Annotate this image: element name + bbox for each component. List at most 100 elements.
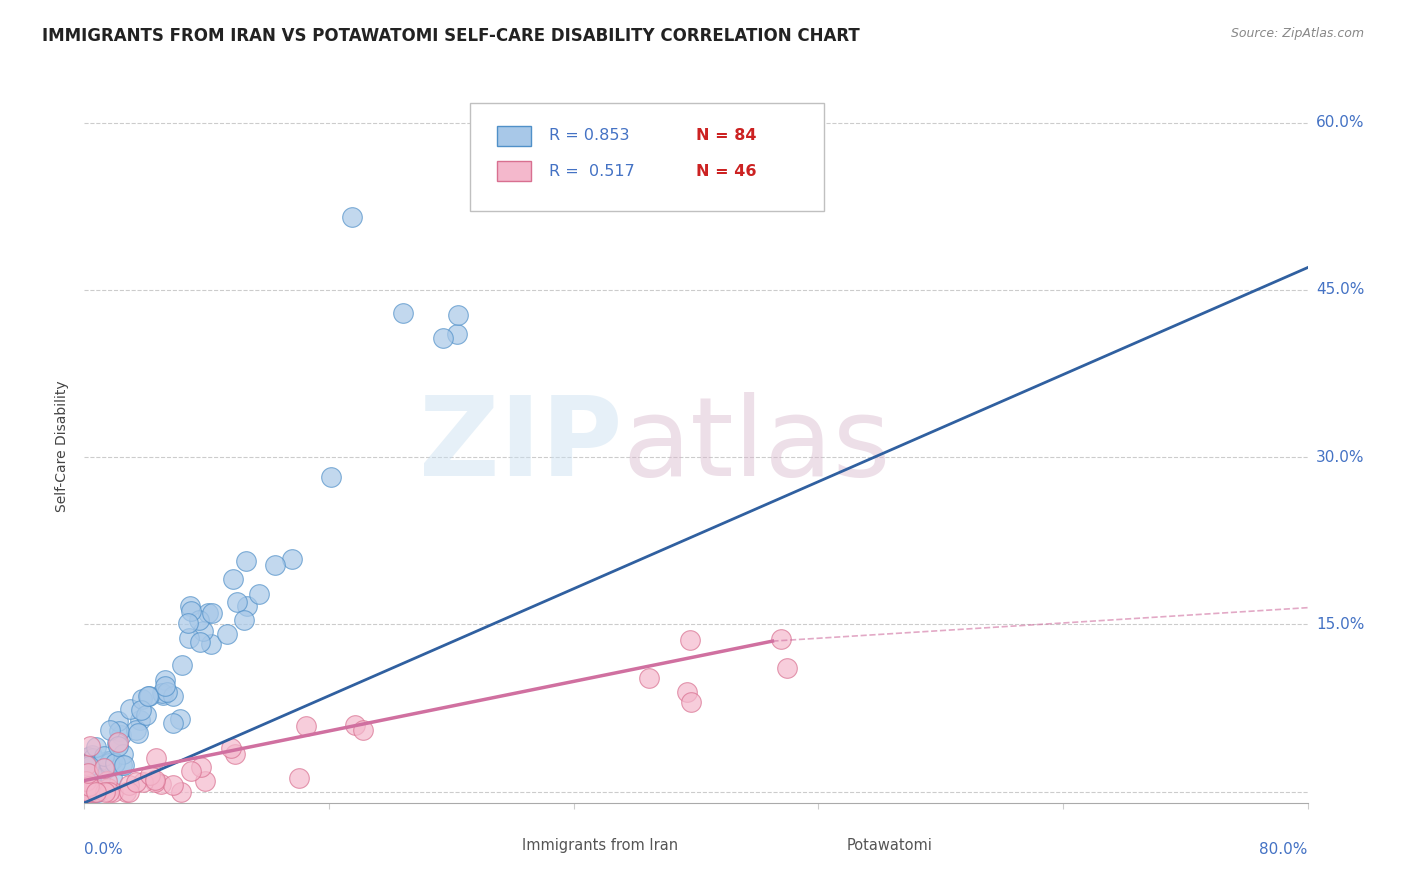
Point — [145, 751, 167, 765]
Point — [101, 753, 124, 767]
Point — [676, 685, 699, 699]
Point — [770, 632, 793, 646]
Text: Potawatomi: Potawatomi — [846, 838, 932, 853]
Text: ZIP: ZIP — [419, 392, 623, 500]
Point — [153, 679, 176, 693]
Text: 15.0%: 15.0% — [1316, 617, 1364, 632]
Point — [87, 785, 110, 799]
Point — [80, 783, 103, 797]
Point — [114, 785, 136, 799]
Point — [96, 773, 118, 788]
FancyBboxPatch shape — [470, 103, 824, 211]
Point — [319, 470, 342, 484]
Point — [169, 785, 191, 799]
Point — [84, 774, 107, 789]
Bar — [496, 161, 531, 181]
Point — [87, 765, 110, 780]
Point — [84, 757, 107, 772]
Point — [86, 770, 108, 784]
Point — [83, 781, 105, 796]
Bar — [496, 126, 531, 145]
Point — [169, 712, 191, 726]
Point — [219, 741, 242, 756]
Point — [94, 763, 117, 777]
Point — [89, 772, 111, 786]
Text: N = 84: N = 84 — [696, 128, 756, 143]
Point — [84, 739, 107, 754]
Point — [107, 739, 129, 754]
Point — [190, 760, 212, 774]
Point — [233, 613, 256, 627]
Point — [155, 673, 177, 687]
Point — [77, 779, 100, 793]
Point — [235, 599, 257, 614]
Text: 80.0%: 80.0% — [1260, 842, 1308, 857]
Point — [75, 757, 97, 772]
Point — [638, 672, 661, 686]
Point — [111, 757, 134, 772]
Point — [75, 780, 97, 794]
Point — [98, 723, 121, 737]
Point — [75, 785, 97, 799]
Point — [143, 775, 166, 789]
Point — [124, 723, 146, 737]
Point — [215, 627, 238, 641]
Point — [108, 724, 131, 739]
Point — [82, 767, 104, 781]
Point — [75, 783, 97, 797]
Point — [249, 587, 271, 601]
Point — [128, 713, 150, 727]
Point — [264, 558, 287, 572]
Point — [188, 635, 211, 649]
Point — [222, 572, 245, 586]
Point — [77, 766, 100, 780]
Point — [125, 775, 148, 789]
Point — [187, 613, 209, 627]
Point — [776, 661, 799, 675]
Point — [138, 689, 160, 703]
Point — [86, 770, 108, 784]
Point — [172, 658, 194, 673]
Text: 0.0%: 0.0% — [84, 842, 124, 857]
Point — [343, 718, 366, 732]
Point — [392, 306, 415, 320]
Point — [197, 606, 219, 620]
Point — [82, 747, 104, 762]
Point — [97, 780, 120, 795]
Point — [152, 689, 174, 703]
Point — [281, 552, 304, 566]
Point — [432, 331, 454, 345]
Text: atlas: atlas — [623, 392, 891, 500]
Text: Immigrants from Iran: Immigrants from Iran — [522, 838, 679, 853]
Point — [93, 749, 115, 764]
Point — [80, 774, 103, 789]
Point — [117, 785, 139, 799]
Text: 60.0%: 60.0% — [1316, 115, 1364, 130]
Point — [76, 749, 98, 764]
Text: IMMIGRANTS FROM IRAN VS POTAWATOMI SELF-CARE DISABILITY CORRELATION CHART: IMMIGRANTS FROM IRAN VS POTAWATOMI SELF-… — [42, 27, 860, 45]
Point — [93, 761, 115, 775]
Point — [101, 785, 124, 799]
Point — [76, 769, 98, 783]
Text: R = 0.853: R = 0.853 — [550, 128, 630, 143]
Text: N = 46: N = 46 — [696, 164, 756, 178]
Point — [75, 784, 97, 798]
Point — [101, 770, 124, 784]
Point — [135, 708, 157, 723]
Point — [107, 735, 129, 749]
Point — [679, 695, 702, 709]
Point — [120, 702, 142, 716]
Point — [132, 774, 155, 789]
Point — [77, 759, 100, 773]
Point — [93, 785, 115, 799]
Point — [97, 785, 120, 799]
Bar — [488, 838, 515, 854]
Point — [340, 211, 363, 225]
Point — [131, 691, 153, 706]
Point — [110, 728, 132, 742]
Point — [143, 773, 166, 788]
Point — [446, 326, 468, 341]
Point — [179, 631, 201, 645]
Point — [156, 685, 179, 699]
Point — [98, 754, 121, 768]
